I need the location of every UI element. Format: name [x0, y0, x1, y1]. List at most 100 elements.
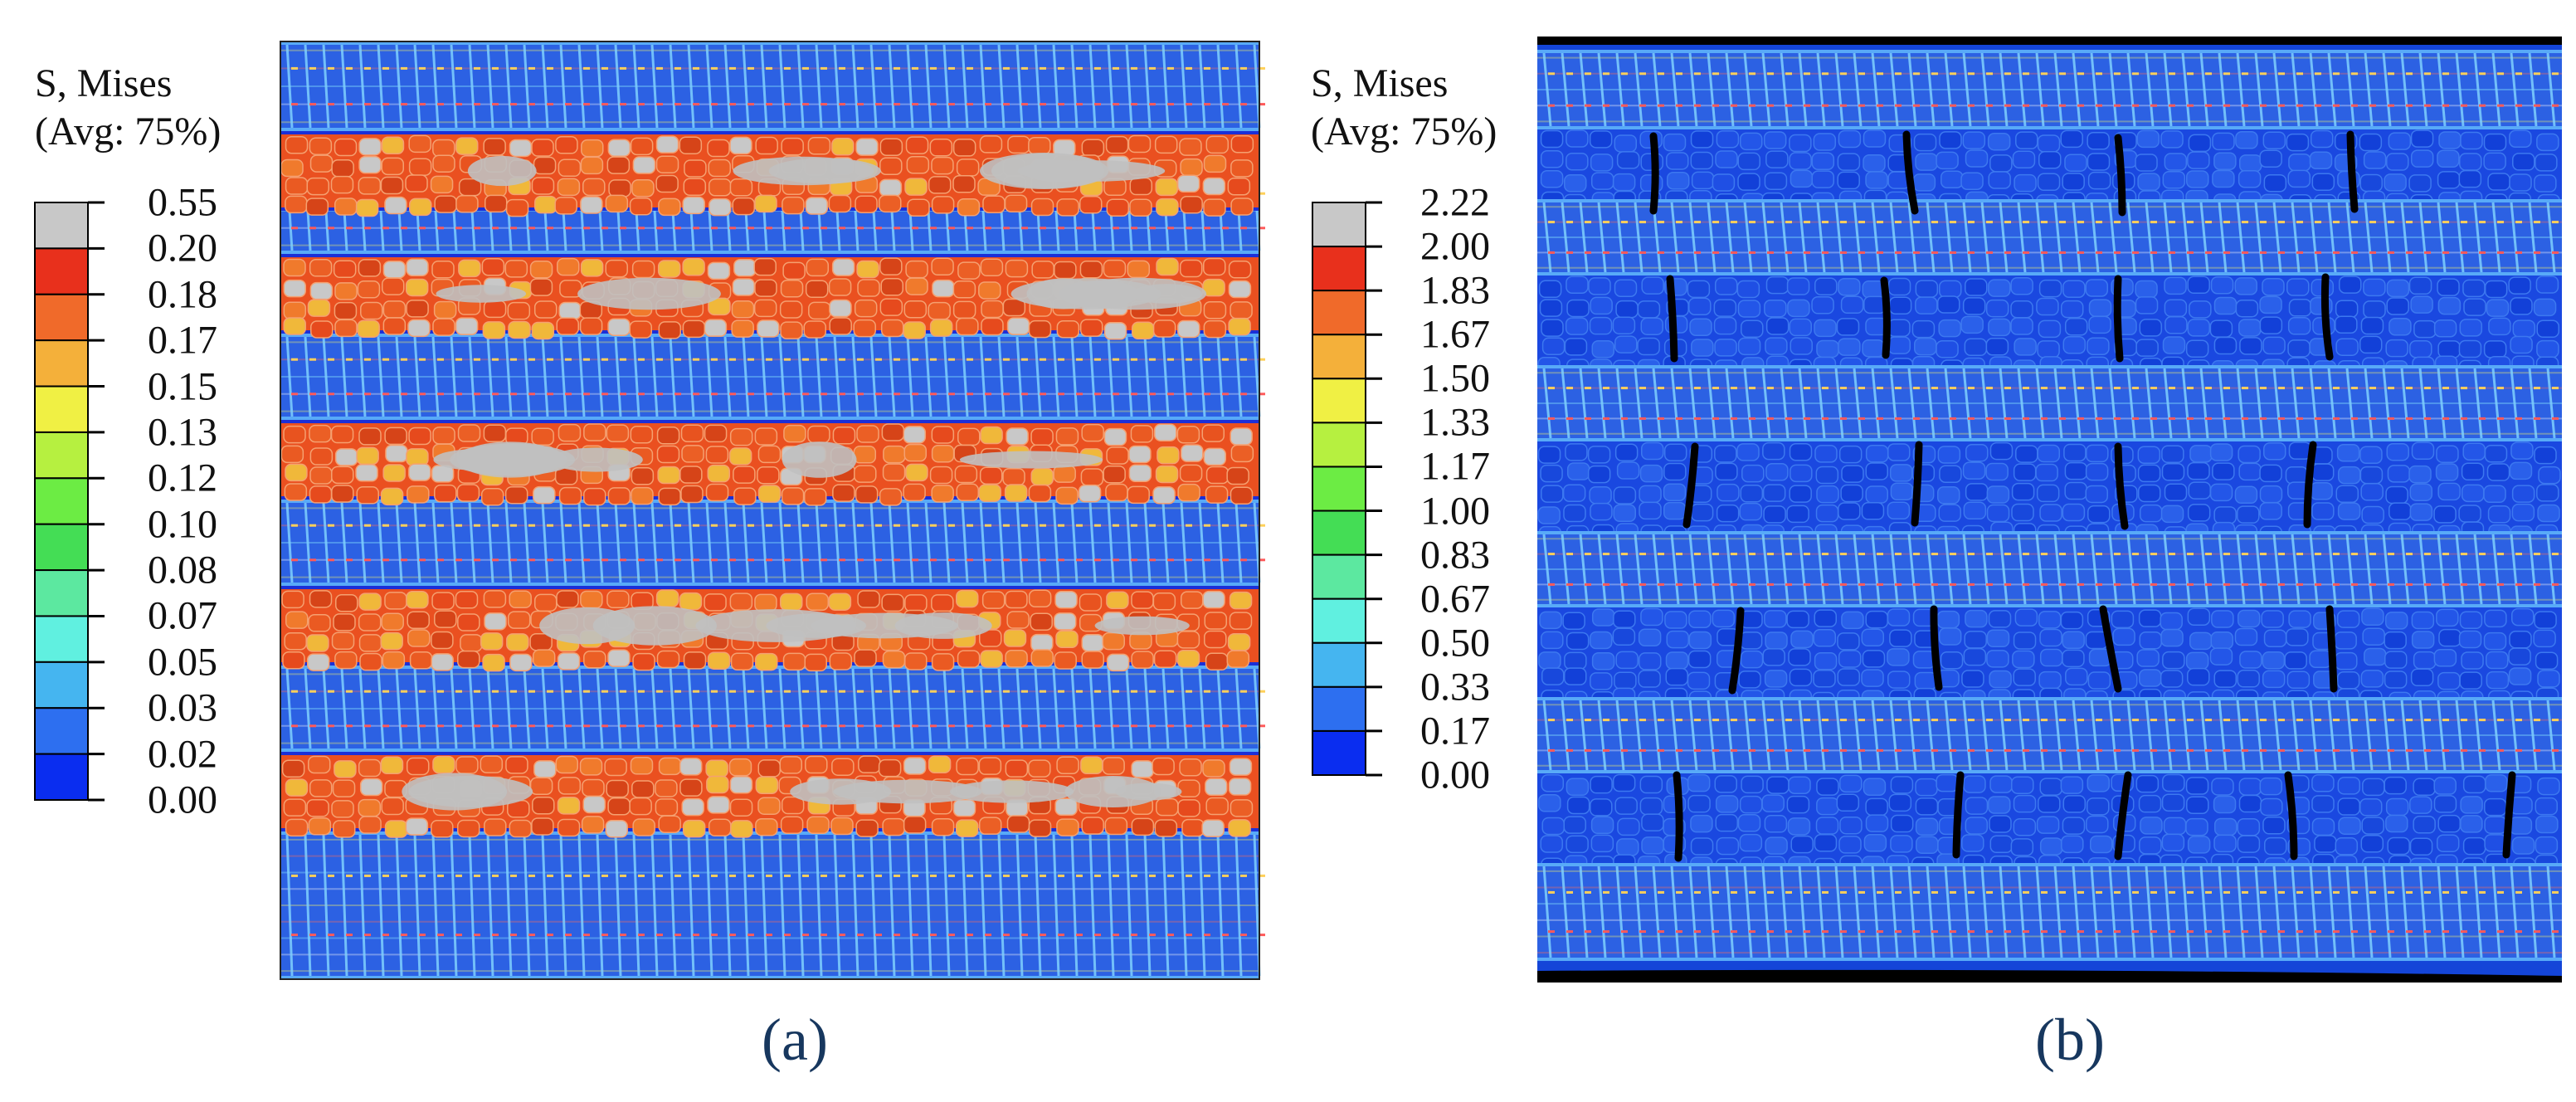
legend-value: 0.20 — [148, 226, 217, 271]
legend-swatch — [34, 477, 89, 525]
legend-swatch — [34, 661, 89, 709]
legend-b-labels: 2.22 2.00 1.83 1.67 1.50 1.33 1.17 1.00 0.83 0.67… — [1420, 181, 1586, 797]
legend-value: 0.08 — [148, 548, 217, 592]
plot-b-top-edge — [1537, 37, 2562, 45]
legend-b-title-line1: S, Mises — [1311, 61, 1449, 105]
crack — [1911, 441, 1923, 527]
legend-swatch — [1312, 685, 1366, 732]
legend-a-title: S, Mises (Avg: 75%) — [35, 60, 221, 156]
legend-value: 0.05 — [148, 640, 217, 685]
crack — [2303, 441, 2317, 529]
crack — [1952, 771, 1965, 859]
legend-swatch — [1312, 378, 1366, 424]
steel-layer — [280, 500, 1265, 586]
legend-swatch — [1312, 597, 1366, 644]
legend-swatch — [1312, 422, 1366, 468]
rubber-layer — [280, 755, 1259, 838]
legend-a-title-line1: S, Mises — [35, 61, 173, 105]
legend-swatch — [1312, 510, 1366, 556]
legend-swatch — [34, 707, 89, 755]
legend-swatch — [34, 339, 89, 388]
legend-swatch — [1312, 466, 1366, 512]
legend-swatch — [1312, 334, 1366, 380]
legend-swatch — [34, 615, 89, 663]
legend-swatch — [34, 202, 89, 250]
legend-value: 0.07 — [148, 593, 217, 638]
legend-value: 0.13 — [148, 410, 217, 455]
contour-plot-b — [1537, 37, 2562, 983]
legend-swatch — [1312, 290, 1366, 336]
legend-swatch — [34, 523, 89, 572]
rubber-layer — [280, 423, 1259, 506]
legend-value: 0.55 — [148, 180, 217, 225]
legend-value: 0.67 — [1420, 577, 1490, 622]
legend-value: 1.00 — [1420, 489, 1490, 534]
crack — [1673, 771, 1683, 862]
rubber-layer — [1537, 607, 2562, 710]
legend-swatch — [34, 753, 89, 801]
rubber-layer — [280, 589, 1259, 672]
crack — [1666, 275, 1678, 363]
legend-value: 0.02 — [148, 732, 217, 777]
legend-swatch — [34, 247, 89, 295]
legend-value: 1.50 — [1420, 356, 1490, 401]
legend-value: 0.15 — [148, 364, 217, 409]
legend-swatch — [34, 431, 89, 480]
legend-value: 0.00 — [148, 778, 217, 822]
legend-swatch — [1312, 202, 1366, 248]
legend-swatch — [34, 569, 89, 617]
crack — [2099, 605, 2122, 693]
rubber-layer — [1537, 441, 2562, 544]
crack — [2284, 771, 2298, 861]
legend-value: 0.10 — [148, 502, 217, 547]
legend-value: 0.00 — [1420, 753, 1490, 797]
crack — [2113, 275, 2124, 363]
steel-layer — [1537, 199, 2562, 276]
legend-value: 2.22 — [1420, 180, 1490, 225]
legend-value: 2.00 — [1420, 224, 1490, 269]
rubber-layer — [280, 134, 1259, 217]
legend-b-title: S, Mises (Avg: 75%) — [1311, 60, 1497, 156]
legend-swatch — [1312, 729, 1366, 777]
steel-layer — [280, 831, 1265, 979]
plot-b-bottom-edge — [1537, 969, 2562, 983]
crack — [1682, 442, 1699, 529]
legend-a-title-line2: (Avg: 75%) — [35, 110, 222, 154]
crack — [2325, 605, 2338, 693]
rubber-layer — [1537, 276, 2562, 378]
legend-value: 0.33 — [1420, 665, 1490, 709]
contour-plot-a — [280, 41, 1265, 980]
legend-swatch — [1312, 553, 1366, 600]
crack — [2114, 442, 2129, 530]
legend-swatch — [1312, 641, 1366, 688]
legend-swatch — [34, 385, 89, 433]
legend-value: 0.17 — [148, 318, 217, 363]
steel-layer — [1537, 697, 2562, 773]
legend-value: 1.17 — [1420, 444, 1490, 489]
legend-a-labels: 0.55 0.20 0.18 0.17 0.15 0.13 0.12 0.10 0.08 0.07… — [148, 181, 314, 822]
steel-layer — [280, 334, 1265, 420]
crack — [1728, 607, 1745, 695]
legend-value: 1.67 — [1420, 312, 1490, 357]
steel-layer — [1537, 531, 2562, 607]
crack — [2320, 273, 2334, 361]
crack — [2346, 130, 2359, 213]
steel-layer — [280, 41, 1265, 131]
caption-a: (a) — [762, 1007, 828, 1073]
steel-layer — [1537, 50, 2562, 129]
legend-value: 0.83 — [1420, 533, 1490, 578]
crack — [1880, 276, 1891, 359]
legend-value: 0.12 — [148, 456, 217, 500]
steel-layer — [280, 666, 1265, 752]
legend-value: 0.50 — [1420, 621, 1490, 666]
legend-value: 1.83 — [1420, 268, 1490, 313]
crack — [2114, 771, 2132, 861]
crack — [2114, 134, 2126, 217]
crack — [1902, 130, 1919, 215]
steel-layer — [1537, 365, 2562, 441]
legend-swatch — [34, 293, 89, 342]
legend-value: 0.17 — [1420, 709, 1490, 753]
crack — [2502, 771, 2516, 859]
legend-b-colorbar — [1312, 201, 1382, 777]
crack — [1649, 132, 1659, 215]
